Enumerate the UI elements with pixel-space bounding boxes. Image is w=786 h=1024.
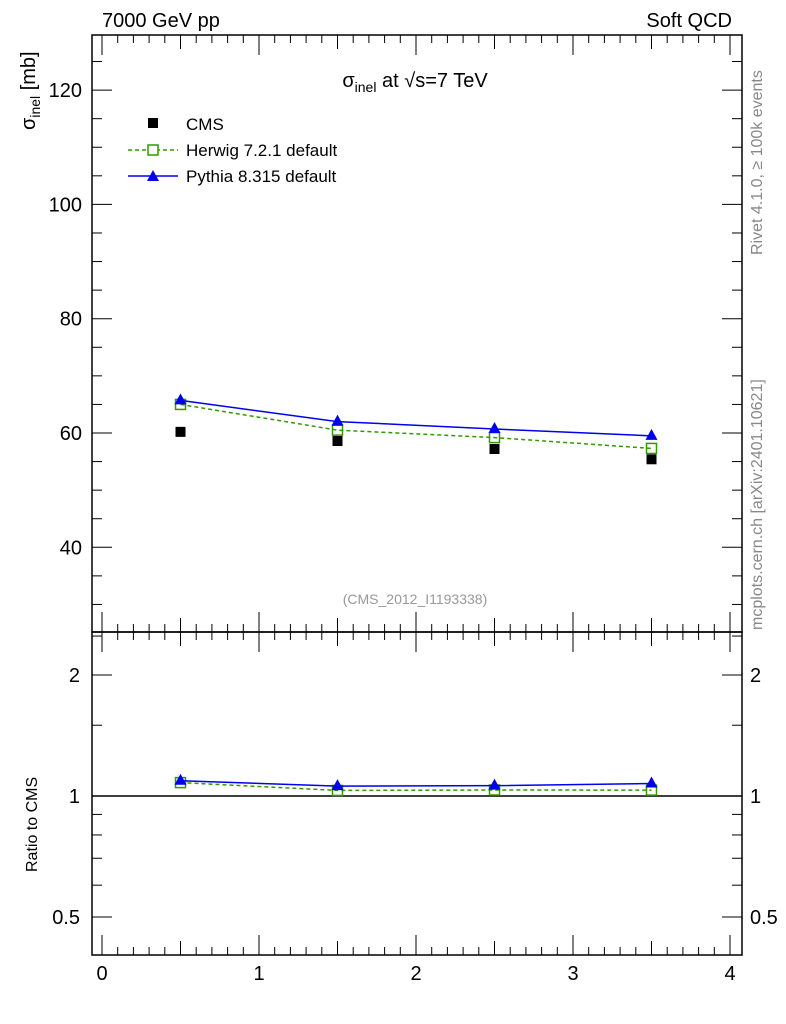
pythia-ratio-point bbox=[174, 773, 187, 785]
ratio-y-tick-label: 1 bbox=[69, 786, 80, 808]
x-tick-label: 2 bbox=[410, 963, 421, 985]
y-axis-label: σinel [mb] bbox=[18, 51, 43, 130]
x-tick-label: 4 bbox=[724, 963, 735, 985]
ratio-y-tick-label-right: 0.5 bbox=[750, 907, 778, 929]
x-tick-label: 0 bbox=[96, 963, 107, 985]
cms-main-point bbox=[175, 426, 186, 437]
ratio-y-tick-label: 2 bbox=[69, 665, 80, 687]
pythia-ratio-point bbox=[488, 778, 501, 790]
legend: CMS Herwig 7.2.1 default Pythia 8.315 de… bbox=[128, 115, 337, 186]
y-tick-label: 80 bbox=[60, 309, 82, 331]
header-left: 7000 GeV pp bbox=[102, 10, 220, 32]
herwig-main-line bbox=[180, 403, 652, 450]
header-right: Soft QCD bbox=[646, 10, 732, 32]
side-label-rivet: Rivet 4.1.0, ≥ 100k events bbox=[749, 70, 766, 255]
cms-main-point bbox=[489, 444, 500, 455]
y-tick-label: 60 bbox=[60, 423, 82, 445]
chart-title: σinel at √s=7 TeV bbox=[342, 70, 488, 95]
herwig-main-point bbox=[645, 442, 658, 455]
ratio-y-axis-label: Ratio to CMS bbox=[24, 777, 41, 872]
pythia-ratio-line bbox=[180, 779, 652, 787]
legend-label-pythia: Pythia 8.315 default bbox=[186, 167, 337, 186]
pythia-main-point bbox=[174, 393, 187, 405]
ratio-y-tick-label-right: 2 bbox=[750, 665, 761, 687]
legend-label-cms: CMS bbox=[186, 115, 224, 134]
watermark: (CMS_2012_I1193338) bbox=[343, 591, 488, 607]
y-tick-label: 40 bbox=[60, 537, 82, 559]
herwig-ratio-line bbox=[180, 781, 652, 792]
pythia-main-point bbox=[488, 421, 501, 433]
ratio-frame bbox=[91, 631, 743, 956]
pythia-main-line bbox=[180, 399, 652, 437]
ratio-y-tick-label: 0.5 bbox=[52, 907, 80, 929]
cms-main-point bbox=[646, 454, 657, 465]
pythia-main-point bbox=[645, 428, 658, 440]
y-tick-label: 120 bbox=[49, 80, 82, 102]
legend-label-herwig: Herwig 7.2.1 default bbox=[186, 141, 337, 160]
x-tick-label: 1 bbox=[253, 963, 264, 985]
pythia-ratio-point bbox=[645, 776, 658, 788]
legend-marker-cms bbox=[148, 118, 158, 128]
ratio-y-tick-label-right: 1 bbox=[750, 786, 761, 808]
x-tick-label: 3 bbox=[567, 963, 578, 985]
legend-marker-herwig bbox=[147, 144, 159, 156]
legend-marker-pythia bbox=[147, 170, 159, 181]
pythia-main-point bbox=[331, 414, 344, 426]
cms-main-point bbox=[332, 436, 343, 447]
pythia-ratio-point bbox=[331, 779, 344, 791]
side-label-mcplots: mcplots.cern.ch [arXiv:2401.10621] bbox=[749, 379, 766, 630]
y-tick-label: 100 bbox=[49, 194, 82, 216]
